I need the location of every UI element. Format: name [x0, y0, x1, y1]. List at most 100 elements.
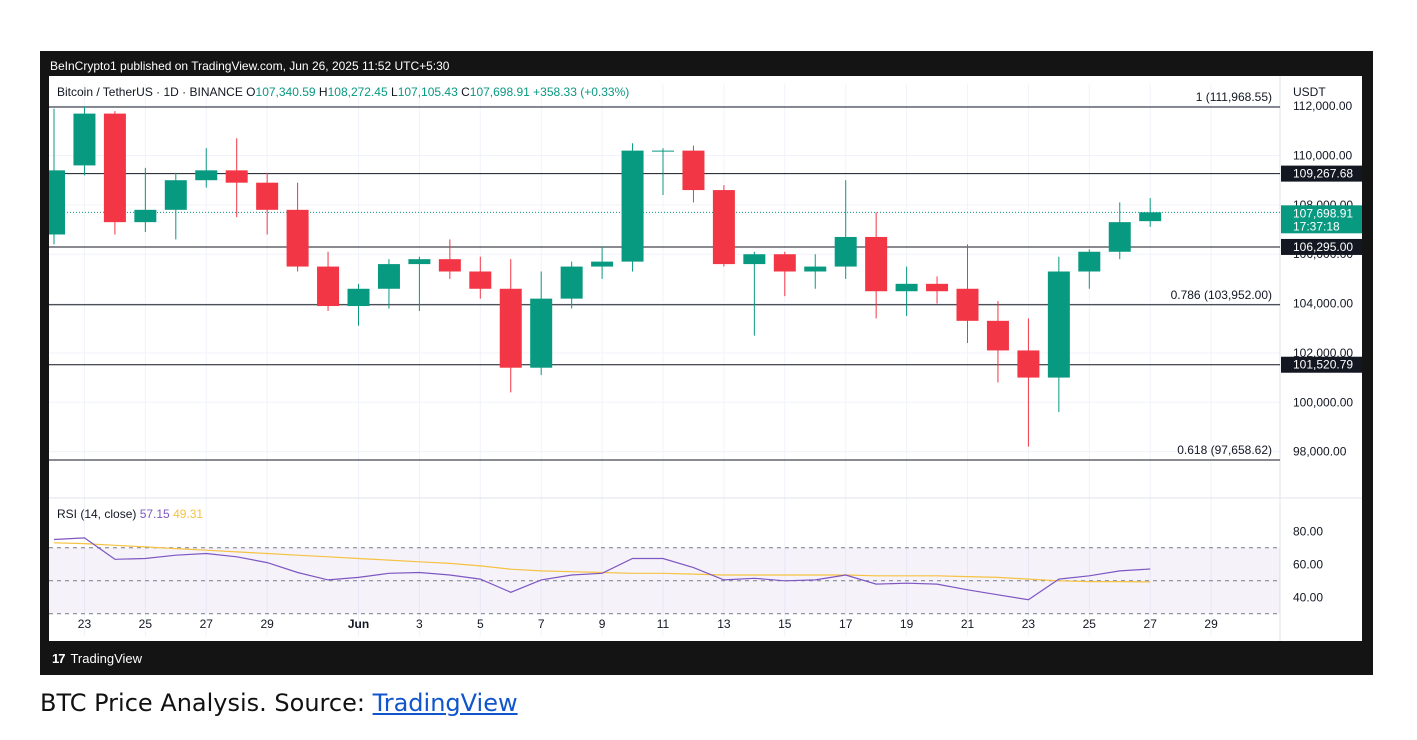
price-tick-label: 100,000.00	[1293, 395, 1353, 409]
candle-up	[134, 209, 157, 223]
symbol-name: Bitcoin / TetherUS · 1D · BINANCE	[57, 85, 246, 99]
x-tick-label: 23	[78, 617, 92, 631]
price-tick-label: 104,000.00	[1293, 297, 1353, 311]
fib-level-label: 0.786 (103,952.00)	[1171, 288, 1272, 302]
candle-up	[652, 150, 674, 152]
x-tick-label: 25	[139, 617, 153, 631]
x-tick-label: 27	[1144, 617, 1158, 631]
x-tick-label: 9	[599, 617, 606, 631]
x-tick-label: 19	[900, 617, 914, 631]
candle-up	[1078, 251, 1101, 272]
ohlc-value: 107,105.43	[398, 85, 461, 99]
x-tick-label: 21	[961, 617, 975, 631]
candle-up	[1108, 222, 1131, 252]
price-tick-label: 102,000.00	[1293, 346, 1353, 360]
candle-down	[926, 283, 949, 292]
rsi-legend: RSI (14, close) 57.15 49.31	[57, 507, 203, 521]
candle-up	[195, 170, 218, 181]
candle-down	[682, 150, 705, 191]
tradingview-logo-icon: 17	[52, 651, 66, 666]
x-tick-label: 5	[477, 617, 484, 631]
fib-level-label: 0.618 (97,658.62)	[1177, 443, 1272, 457]
fib-level-label: 1 (111,968.55)	[1196, 90, 1272, 104]
candle-up	[743, 254, 766, 265]
x-tick-label: 17	[839, 617, 853, 631]
last-price-tag	[1281, 205, 1362, 234]
attribution-text: BeInCrypto1 published on TradingView.com…	[50, 59, 450, 73]
rsi-tick-label: 40.00	[1293, 590, 1323, 604]
ohlc-value: 107,340.59	[256, 85, 319, 99]
caption-text: BTC Price Analysis. Source:	[40, 689, 373, 717]
price-tick-label: 98,000.00	[1293, 445, 1347, 459]
candle-down	[712, 190, 735, 265]
price-chart-svg[interactable]: 112,000.00110,000.00108,000.00106,000.00…	[49, 76, 1362, 641]
candle-up	[530, 298, 553, 368]
candle-up	[591, 261, 614, 267]
candle-up	[347, 288, 370, 307]
currency-label: USDT	[1293, 85, 1326, 99]
rsi-ma-line	[53, 542, 1151, 583]
candle-down	[499, 288, 522, 368]
level-price-tag	[1281, 238, 1362, 255]
x-tick-label: 27	[200, 617, 214, 631]
ohlc-value: 107,698.91	[470, 85, 533, 99]
candle-down	[286, 209, 309, 267]
caption: BTC Price Analysis. Source: TradingView	[40, 689, 518, 717]
candle-down	[438, 259, 461, 272]
candle-down	[256, 182, 279, 210]
chart-panel[interactable]: 112,000.00110,000.00108,000.00106,000.00…	[49, 76, 1362, 641]
x-tick-label: 29	[260, 617, 274, 631]
ohlc-value: 108,272.45	[328, 85, 391, 99]
level-price-tag-label: 109,267.68	[1293, 167, 1353, 181]
ohlc-value: +358.33 (+0.33%)	[533, 85, 629, 99]
x-tick-label: 11	[657, 617, 670, 631]
price-tick-label: 110,000.00	[1293, 149, 1352, 163]
candle-up	[377, 264, 400, 289]
level-price-tag-label: 106,295.00	[1293, 240, 1353, 254]
rsi-tick-label: 60.00	[1293, 557, 1323, 571]
rsi-ma-value: 49.31	[173, 507, 203, 521]
x-tick-label: 29	[1204, 617, 1218, 631]
x-tick-label: 25	[1083, 617, 1097, 631]
candle-up	[895, 283, 918, 292]
tradingview-logo[interactable]: 17 TradingView	[52, 651, 142, 666]
candle-up	[1047, 271, 1070, 378]
level-price-tag	[1281, 356, 1362, 373]
x-tick-label: 13	[717, 617, 731, 631]
level-price-tag-label: 101,520.79	[1293, 358, 1353, 372]
candle-down	[956, 288, 979, 321]
candle-down	[865, 236, 888, 292]
last-price-countdown: 17:37:18	[1293, 219, 1340, 233]
caption-link[interactable]: TradingView	[372, 689, 518, 717]
candle-down	[773, 254, 796, 272]
chart-frame: BeInCrypto1 published on TradingView.com…	[40, 51, 1373, 675]
tradingview-logo-text: TradingView	[70, 651, 143, 666]
symbol-legend: Bitcoin / TetherUS · 1D · BINANCE O107,3…	[57, 85, 629, 99]
ohlc-key: L	[391, 85, 398, 99]
ohlc-key: C	[461, 85, 470, 99]
candle-down	[317, 266, 340, 307]
candle-down	[225, 170, 248, 183]
x-tick-label: 3	[416, 617, 423, 631]
candle-up	[73, 113, 96, 166]
candle-up	[560, 266, 583, 299]
candle-up	[834, 236, 857, 267]
rsi-tick-label: 80.00	[1293, 524, 1323, 538]
x-tick-label: 7	[538, 617, 545, 631]
x-tick-label: 15	[778, 617, 792, 631]
candle-up	[804, 266, 827, 272]
last-price-label: 107,698.91	[1293, 206, 1353, 220]
candle-up	[1139, 212, 1162, 222]
x-tick-label: 23	[1022, 617, 1036, 631]
candle-down	[986, 320, 1009, 351]
candle-down	[469, 271, 492, 289]
rsi-value: 57.15	[140, 507, 173, 521]
candle-up	[49, 170, 65, 235]
level-price-tag	[1281, 165, 1362, 182]
rsi-title: RSI (14, close)	[57, 507, 140, 521]
ohlc-key: H	[319, 85, 328, 99]
candle-down	[1017, 350, 1040, 378]
x-tick-label: Jun	[348, 617, 369, 631]
ohlc-key: O	[246, 85, 255, 99]
candle-down	[103, 113, 126, 223]
